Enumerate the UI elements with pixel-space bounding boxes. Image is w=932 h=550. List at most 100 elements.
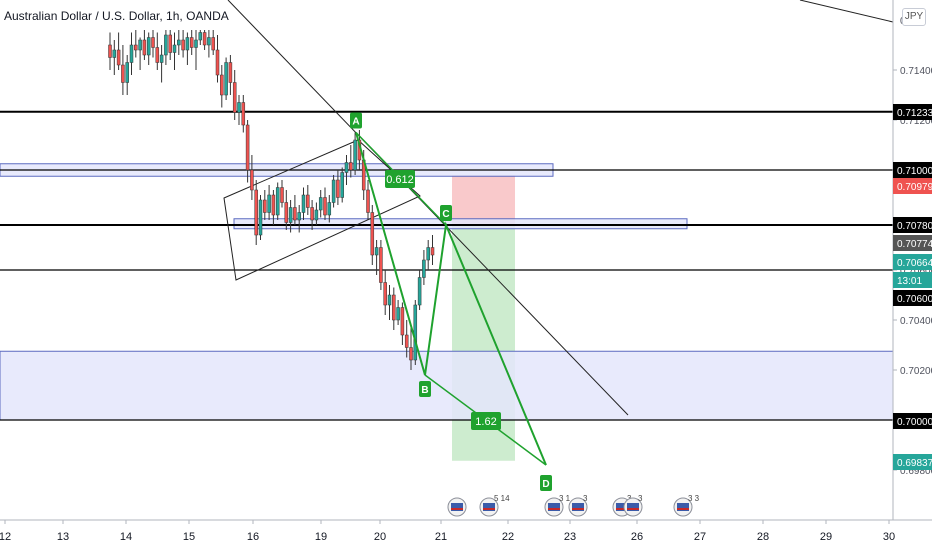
candle	[185, 37, 190, 51]
ratio-label: 1.62	[475, 416, 496, 428]
point-c-label: C	[442, 209, 449, 220]
point-a-label: A	[352, 117, 359, 128]
candle	[116, 49, 121, 66]
price-label-text: 0.70979	[897, 182, 932, 193]
candle	[271, 194, 276, 216]
candle	[202, 32, 207, 46]
candle	[353, 139, 357, 171]
price-label-text: 0.70780	[897, 221, 932, 232]
candle	[250, 169, 254, 191]
candle	[392, 294, 396, 321]
ratio-badge	[385, 170, 415, 188]
event-count-badge: 3 1	[559, 494, 571, 503]
candle	[417, 277, 422, 306]
candle	[164, 34, 168, 56]
candle	[232, 82, 237, 113]
price-label-text: 0.69837	[897, 458, 932, 469]
price-label-box	[893, 413, 932, 429]
ratio-badge	[471, 412, 501, 430]
candle	[413, 304, 418, 361]
time-tick-label: 19	[315, 531, 327, 543]
candle	[404, 334, 409, 348]
candle	[370, 212, 375, 256]
time-tick-label: 14	[120, 531, 132, 543]
event-flag-icon	[627, 503, 639, 511]
event-flag-icon	[548, 503, 560, 511]
price-label-box	[893, 104, 932, 120]
candle	[430, 247, 435, 256]
candle	[189, 37, 194, 48]
price-label-box	[893, 454, 932, 470]
candle	[181, 39, 185, 51]
price-label-box	[893, 290, 932, 306]
candle	[426, 247, 430, 261]
candle	[327, 202, 332, 216]
candle	[237, 102, 241, 113]
candle	[349, 162, 353, 171]
candle	[134, 44, 138, 51]
candle	[344, 162, 349, 173]
candle	[146, 37, 151, 56]
candle	[207, 37, 211, 46]
time-tick-label: 16	[247, 531, 259, 543]
candle	[129, 44, 134, 63]
candle	[241, 102, 246, 126]
candle	[280, 187, 284, 203]
candle	[172, 44, 177, 53]
trend-line-upper	[799, 0, 894, 23]
price-label-box	[893, 235, 932, 251]
price-label-box	[893, 162, 932, 178]
candle	[263, 199, 267, 213]
time-tick-label: 15	[183, 531, 195, 543]
point-c-badge	[440, 205, 452, 221]
event-count-badge: 3	[638, 494, 643, 503]
time-tick-label: 22	[502, 531, 514, 543]
candle	[159, 54, 164, 63]
candle	[228, 62, 233, 83]
candle	[224, 62, 228, 96]
zone-2	[0, 350, 894, 421]
candle	[396, 307, 400, 321]
event-count-badge: 3	[583, 494, 588, 503]
candle	[211, 37, 215, 51]
candle	[409, 347, 413, 361]
time-tick-label: 26	[631, 531, 643, 543]
event-flag-icon	[483, 503, 495, 511]
candle	[168, 34, 172, 53]
candle	[340, 172, 344, 198]
time-tick-label: 29	[820, 531, 832, 543]
time-tick-label: 20	[374, 531, 386, 543]
abcd-path	[355, 132, 547, 466]
point-d-label: D	[542, 479, 549, 490]
candle	[297, 212, 301, 221]
candle	[323, 197, 327, 216]
candle	[301, 194, 306, 213]
price-label-box	[893, 178, 932, 194]
price-label-text: 0.70664	[897, 258, 932, 269]
candle	[177, 39, 181, 46]
candle	[220, 74, 224, 96]
price-label-text: 0.70774	[897, 239, 932, 250]
candle	[151, 37, 155, 48]
symbol-title: Australian Dollar / U.S. Dollar, 1h, OAN…	[4, 9, 229, 23]
pattern-layer[interactable]: A B C D 0.612 1.62	[350, 112, 552, 492]
candle	[374, 247, 379, 256]
price-label-box	[893, 217, 932, 233]
candle	[379, 247, 383, 283]
candle	[336, 179, 340, 198]
candle	[258, 199, 263, 236]
candle	[400, 307, 405, 336]
time-tick-label: 23	[564, 531, 576, 543]
candle	[267, 194, 271, 213]
currency-button[interactable]: JPY	[902, 8, 926, 26]
event-flag-icon	[616, 503, 628, 511]
point-b-label: B	[421, 385, 428, 396]
candle	[112, 49, 117, 58]
price-label-box	[893, 272, 932, 288]
time-tick-label: 21	[435, 531, 447, 543]
